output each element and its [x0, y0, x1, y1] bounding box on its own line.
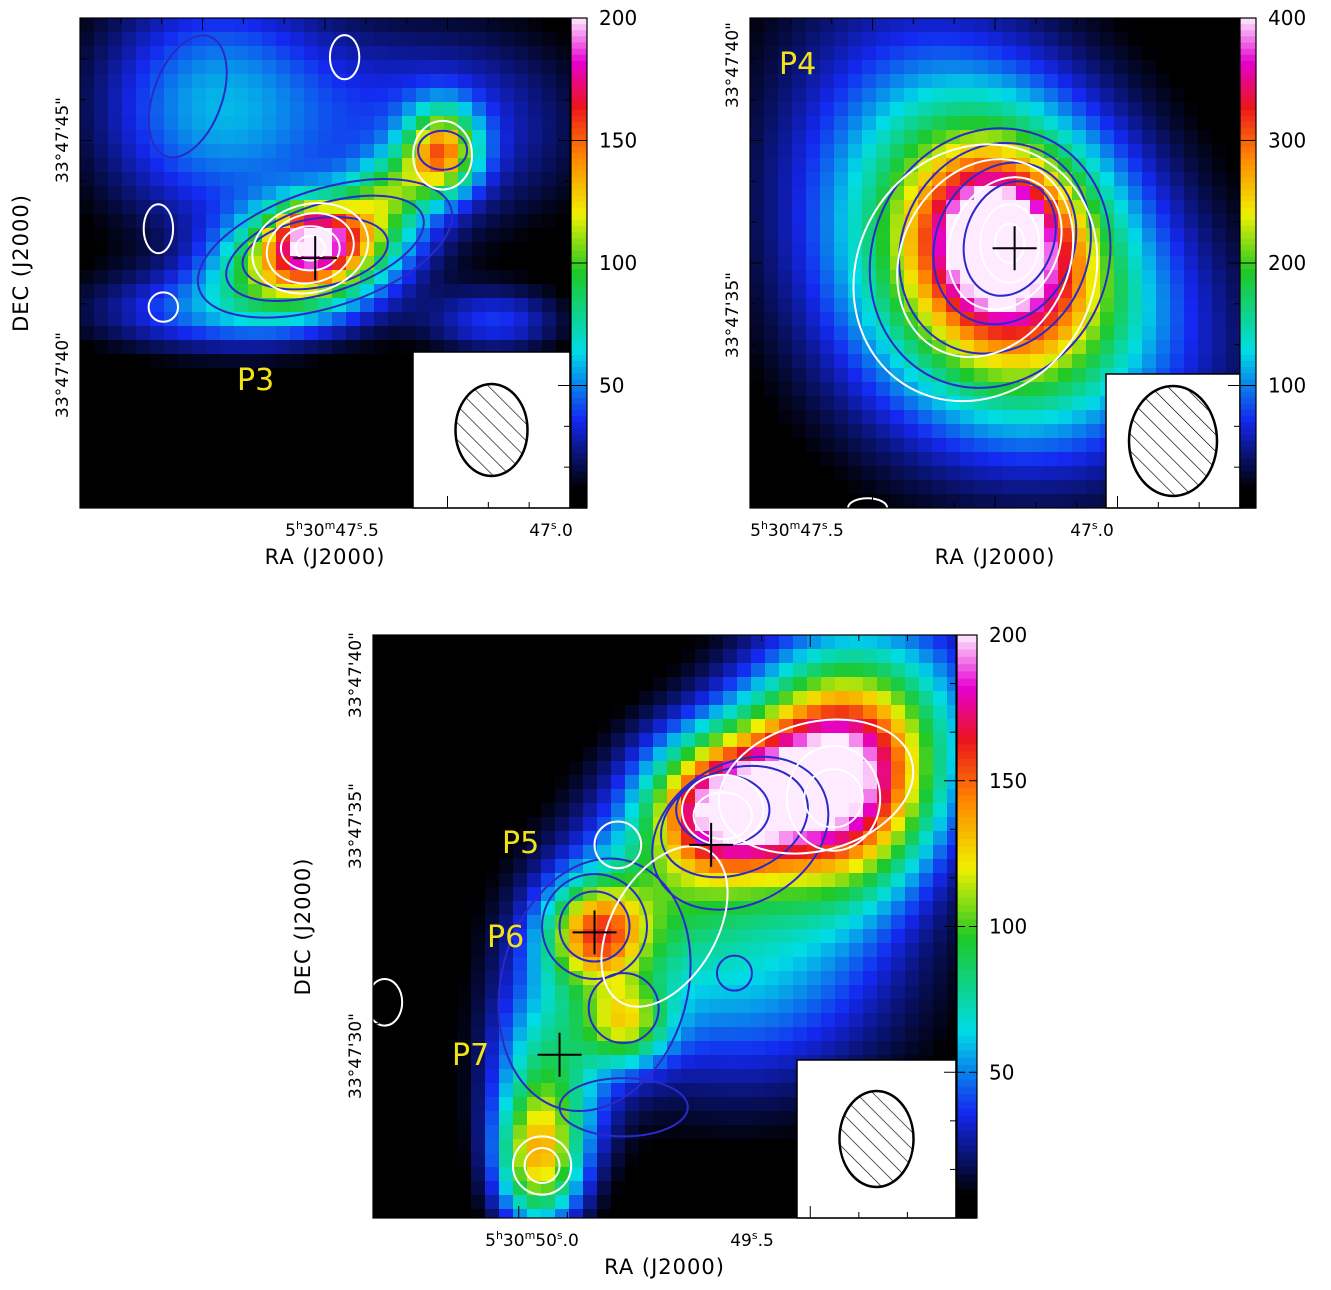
blue-contour	[541, 873, 649, 980]
x-tick-label: 5h30m50s.0	[485, 1229, 579, 1251]
white-contour	[994, 222, 1026, 264]
white-contour	[279, 225, 341, 272]
blue-contour	[147, 34, 228, 159]
beam-ellipse	[838, 1089, 915, 1189]
colorbar-tick-label: 150	[599, 129, 637, 153]
panel-top-left: P3 5h30m47s.5 47s.0 33°47'45" 33°47'40" RA (J…	[9, 6, 637, 569]
colorbar-tick-label: 100	[599, 251, 637, 275]
peak-label-p3: P3	[237, 363, 274, 398]
white-contour	[265, 212, 355, 285]
white-contour	[717, 718, 915, 855]
peak-marker-p4	[992, 226, 1037, 271]
colorbar: 100 200 300 400	[1239, 6, 1306, 509]
white-contour	[600, 845, 729, 1008]
x-axis-title: RA (J2000)	[935, 545, 1056, 569]
x-tick-label: 47s.0	[529, 519, 573, 541]
white-contour	[328, 34, 361, 81]
contours	[847, 127, 1112, 508]
y-tick-label: 33°47'40"	[53, 332, 73, 418]
peak-label-p5: P5	[502, 826, 539, 861]
intensity-map	[750, 18, 1240, 508]
blue-contour	[962, 180, 1057, 297]
white-contour	[142, 203, 175, 255]
blue-contour	[241, 216, 389, 291]
blue-contour	[715, 954, 753, 992]
peak-label-p6: P6	[487, 920, 524, 955]
blue-contour	[932, 161, 1078, 326]
blue-contour	[497, 857, 692, 1113]
y-tick-label: 33°47'45"	[53, 97, 73, 183]
x-tick-label: 47s.0	[1070, 519, 1114, 541]
white-contour	[523, 1147, 561, 1185]
blue-contour	[868, 127, 1112, 389]
contours	[142, 34, 474, 323]
colorbar-tick-label: 200	[599, 6, 637, 30]
white-contour	[803, 768, 864, 829]
white-contour	[412, 119, 474, 191]
x-tick-label: 5h30m47s.5	[750, 519, 844, 541]
beam-ellipse	[454, 382, 529, 478]
colorbar-tick-label: 200	[989, 623, 1027, 647]
beam-ellipse	[1127, 384, 1219, 498]
colorbar-tick-label: 200	[1268, 251, 1306, 275]
panel-top-right: P4 5h30m47s.5 47s.0 33°47'40" 33°47'35" RA (J…	[723, 6, 1306, 569]
colorbar-tick-label: 100	[1268, 374, 1306, 398]
blue-contour	[558, 1077, 689, 1138]
peak-marker-p5	[689, 822, 734, 867]
white-contour	[373, 977, 404, 1027]
white-contour	[852, 143, 1099, 403]
colorbar-tick-label: 100	[989, 915, 1027, 939]
blue-contour	[225, 194, 425, 302]
x-axis-title: RA (J2000)	[265, 545, 386, 569]
y-tick-label: 33°47'40"	[346, 632, 366, 718]
contours	[373, 718, 915, 1196]
colorbar-tick-label: 300	[1268, 129, 1306, 153]
colorbar-tick-label: 50	[989, 1060, 1014, 1084]
x-axis-title: RA (J2000)	[604, 1255, 725, 1279]
white-contour	[785, 744, 882, 852]
peak-marker-p7	[537, 1032, 582, 1077]
blue-contour	[651, 755, 830, 911]
white-contour	[946, 176, 1063, 311]
blue-contour	[587, 972, 660, 1045]
white-contour	[593, 820, 643, 870]
panel-bottom: P5 P6 P7 5h30m50s.0 49s.5 33°47'40" 33°47'35" 3…	[291, 623, 1027, 1279]
y-axis-title: DEC (J2000)	[291, 858, 315, 996]
y-tick-label: 33°47'40"	[723, 22, 743, 108]
peak-marker-p3	[293, 236, 338, 281]
peak-label-p7: P7	[452, 1038, 489, 1073]
peak-marker-p6	[572, 910, 617, 955]
white-contour	[847, 497, 889, 508]
peak-label-p4: P4	[779, 47, 816, 82]
colorbar-tick-label: 50	[599, 374, 624, 398]
colorbar-tick-label: 400	[1268, 6, 1306, 30]
blue-contour	[558, 890, 631, 963]
y-tick-label: 33°47'35"	[723, 272, 743, 358]
x-tick-label: 49s.5	[730, 1229, 774, 1251]
colorbar-tick-label: 150	[989, 769, 1027, 793]
y-tick-label: 33°47'35"	[346, 783, 366, 869]
y-tick-label: 33°47'30"	[346, 1013, 366, 1099]
blue-contour	[660, 764, 809, 879]
blue-contour	[196, 178, 454, 319]
white-contour	[147, 291, 180, 323]
blue-contour	[898, 141, 1092, 355]
white-contour	[979, 203, 1041, 284]
white-contour	[294, 235, 326, 262]
white-contour	[251, 202, 370, 295]
white-contour	[896, 158, 1075, 359]
colorbar: 50 100 150 200	[570, 6, 637, 509]
colorbar: 50 100 150 200	[956, 623, 1027, 1219]
y-axis-title: DEC (J2000)	[9, 194, 33, 332]
x-tick-label: 5h30m47s.5	[285, 519, 379, 541]
white-contour	[511, 1135, 573, 1196]
blue-contour	[417, 129, 469, 171]
white-contour	[692, 791, 753, 841]
